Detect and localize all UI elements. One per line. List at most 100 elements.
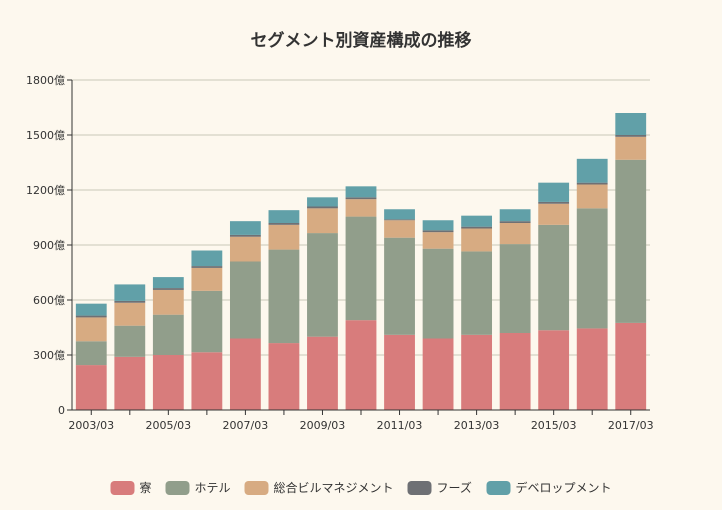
legend-item[interactable]: ホテル [165,481,231,495]
bar-segment[interactable] [461,215,493,227]
legend-swatch [165,481,190,495]
bar-segment[interactable] [307,208,338,234]
bar-segment[interactable] [538,201,570,204]
bar-segment[interactable] [384,237,415,335]
bar-segment[interactable] [422,248,454,339]
x-tick-label: 2003/03 [68,419,114,432]
x-tick-label: 2015/03 [531,419,577,432]
y-tick-label: 1200億 [26,184,65,197]
bar-segment[interactable] [345,216,377,321]
bar-segment[interactable] [499,221,531,223]
bar-segment[interactable] [268,343,300,410]
legend-item[interactable]: デベロップメント [486,480,612,495]
bar-segment[interactable] [268,224,300,250]
bar-segment[interactable] [615,136,647,160]
bar-segment[interactable] [75,317,107,342]
bar-segment[interactable] [384,220,415,238]
bar-segment[interactable] [345,199,377,217]
bar-segment[interactable] [345,186,377,198]
bar-segment[interactable] [384,219,415,221]
bar-segment[interactable] [461,226,493,229]
bar-segment[interactable] [384,334,415,410]
legend-label: 寮 [140,480,152,495]
bar-segment[interactable] [615,113,647,135]
bar-segment[interactable] [422,230,454,233]
bar-segment[interactable] [538,224,570,331]
bar-segment[interactable] [576,158,608,183]
bar-segment[interactable] [538,182,570,202]
legend[interactable]: 寮 ホテル 総合ビルマネジメント フーズ デベロップメント [110,480,612,495]
bar-segment[interactable] [114,356,146,410]
bar-segment[interactable] [75,365,107,410]
legend-label: デベロップメント [516,480,612,495]
bar-segment[interactable] [422,220,454,231]
bar-segment[interactable] [345,197,377,200]
bar-segment[interactable] [461,228,493,252]
y-tick-label: 1800億 [26,74,65,87]
bar-segment[interactable] [229,221,261,235]
bar-segment[interactable] [499,223,531,245]
y-tick-label: 300億 [33,349,65,362]
bar-segment[interactable] [191,290,223,353]
bar-segment[interactable] [152,289,184,315]
x-tick-label: 2011/03 [377,419,423,432]
bar-segment[interactable] [191,267,223,291]
bar-segment[interactable] [461,251,493,335]
legend-swatch [244,481,269,495]
bar-segment[interactable] [191,250,223,267]
x-tick-label: 2017/03 [608,419,654,432]
bar-segment[interactable] [538,330,570,410]
bar-segment[interactable] [114,300,146,303]
bar-segment[interactable] [615,135,647,137]
bar-segment[interactable] [229,234,261,237]
bar-segment[interactable] [499,244,531,333]
bar-segment[interactable] [152,355,184,410]
bar-segment[interactable] [229,338,261,411]
bar-segment[interactable] [307,336,338,410]
bar-segment[interactable] [268,249,300,344]
bar-segment[interactable] [422,232,454,249]
bar-segment[interactable] [268,223,300,225]
bar-segment[interactable] [191,352,223,410]
bar-segment[interactable] [152,314,184,355]
bar-segment[interactable] [576,184,608,209]
bar-segment[interactable] [422,338,454,411]
bar-segment[interactable] [576,328,608,410]
bar-segment[interactable] [268,210,300,223]
x-tick-label: 2005/03 [145,419,191,432]
legend-item[interactable]: 総合ビルマネジメント [244,480,394,495]
bar-segment[interactable] [615,322,647,410]
legend-item[interactable]: 寮 [110,480,152,495]
bar-segment[interactable] [229,236,261,262]
bar-segment[interactable] [538,203,570,225]
bar-segment[interactable] [114,325,146,357]
legend-item[interactable]: フーズ [407,480,472,495]
bar-segment[interactable] [191,266,223,268]
bar-segment[interactable] [499,333,531,410]
bar-segment[interactable] [75,303,107,316]
bar-segment[interactable] [114,302,146,326]
bar-segment[interactable] [499,209,531,222]
y-tick-label: 0 [58,404,65,417]
bar-segment[interactable] [345,320,377,410]
bar-segment[interactable] [307,197,338,207]
bar-segment[interactable] [615,159,647,323]
x-tick-label: 2009/03 [300,419,346,432]
legend-label: 総合ビルマネジメント [274,480,394,495]
bar-segment[interactable] [152,277,184,289]
legend-swatch [407,481,432,495]
bar-segment[interactable] [576,208,608,329]
x-tick-label: 2007/03 [223,419,269,432]
bar-segment[interactable] [152,288,184,290]
bar-segment[interactable] [229,261,261,339]
bar-segment[interactable] [75,315,107,318]
bar-segment[interactable] [307,233,338,337]
y-tick-label: 1500億 [26,129,65,142]
bar-segment[interactable] [384,209,415,220]
bar-segment[interactable] [75,341,107,366]
bar-segment[interactable] [114,284,146,301]
bar-segment[interactable] [461,334,493,410]
bar-segment[interactable] [307,206,338,209]
bar-segment[interactable] [576,182,608,185]
